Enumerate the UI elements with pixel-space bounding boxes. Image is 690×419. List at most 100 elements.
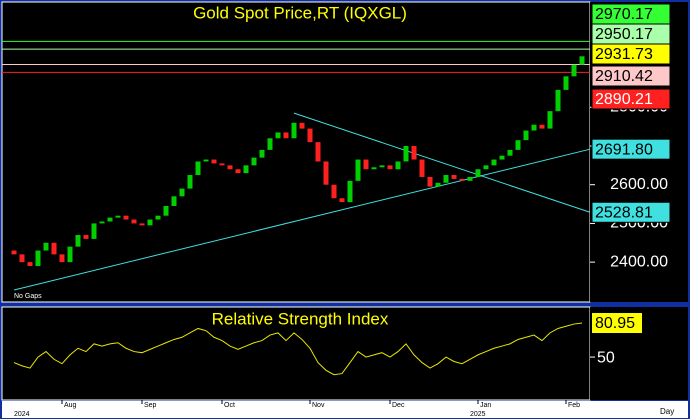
value-box <box>591 201 671 223</box>
candle <box>163 206 169 216</box>
candle <box>147 219 153 226</box>
candle <box>67 246 73 263</box>
x-tick-label: Sep <box>144 402 157 409</box>
y-tick-label: 2600.00 <box>610 176 668 193</box>
year-label: 2025 <box>470 411 486 418</box>
x-tick-label: Nov <box>312 402 325 409</box>
candle <box>35 250 41 266</box>
value-box-label: 80.95 <box>595 315 635 332</box>
y-tick-label: 2400.00 <box>610 253 668 270</box>
price-panel <box>1 1 591 303</box>
candle <box>179 188 185 197</box>
x-tick-label: Oct <box>224 402 235 409</box>
value-box <box>592 313 642 334</box>
candle <box>299 122 305 129</box>
period-label: Day <box>660 407 674 416</box>
candle <box>523 130 529 141</box>
candle <box>547 111 553 129</box>
value-box <box>591 43 671 65</box>
candle <box>203 159 209 162</box>
candle <box>531 124 537 131</box>
rsi-title: Relative Strength Index <box>212 309 389 328</box>
candle <box>355 159 361 181</box>
candle <box>123 215 129 220</box>
candle <box>107 217 113 222</box>
candle <box>139 223 145 226</box>
candle <box>131 219 137 224</box>
candle <box>51 242 57 255</box>
candle <box>267 138 273 150</box>
candle <box>347 180 353 203</box>
candle <box>451 175 457 179</box>
candle <box>443 175 449 183</box>
candle <box>243 165 249 174</box>
candle <box>91 223 97 239</box>
value-box-label: 2970.17 <box>595 6 653 23</box>
candle <box>323 161 329 185</box>
candle <box>539 124 545 129</box>
value-box <box>591 138 671 160</box>
candle <box>563 76 569 90</box>
candle <box>339 198 345 203</box>
candle <box>155 215 161 220</box>
candle <box>235 169 241 174</box>
candle <box>19 254 25 263</box>
value-box-label: 2931.73 <box>595 46 653 63</box>
rsi-panel <box>1 306 591 401</box>
candle <box>11 250 17 255</box>
candle <box>571 64 577 77</box>
value-box-label: 2691.80 <box>595 141 653 158</box>
candle <box>403 146 409 162</box>
candle <box>387 165 393 170</box>
candle <box>259 149 265 158</box>
x-tick-label: Dec <box>392 402 405 409</box>
candle <box>187 175 193 189</box>
candle <box>83 235 89 239</box>
candle <box>427 176 433 187</box>
rsi-line <box>13 322 583 376</box>
candle <box>395 161 401 170</box>
candle <box>275 132 281 139</box>
candle <box>371 167 377 170</box>
candle <box>483 165 489 170</box>
chart-title: Gold Spot Price,RT (IQXGL) <box>193 3 407 22</box>
candle <box>283 132 289 139</box>
candle <box>291 122 297 139</box>
candle <box>115 215 121 218</box>
candle <box>211 159 217 164</box>
candle <box>379 165 385 168</box>
candle <box>75 235 81 247</box>
trend-line <box>13 148 591 291</box>
value-box-label: 2890.21 <box>595 91 653 108</box>
candle <box>579 56 585 65</box>
value-box-label: 2528.81 <box>595 204 653 221</box>
candle <box>411 146 417 160</box>
candle <box>227 165 233 170</box>
candle <box>363 159 369 170</box>
x-tick-label: Feb <box>568 402 580 409</box>
x-tick-label: Aug <box>64 402 77 409</box>
candle <box>507 149 513 156</box>
candle <box>59 254 65 263</box>
gap-note: No Gaps <box>14 293 42 300</box>
candle <box>499 155 505 160</box>
x-tick-label: Jan <box>480 402 491 409</box>
candle <box>435 182 441 187</box>
candle <box>491 159 497 166</box>
value-box-label: 2910.42 <box>595 68 653 85</box>
candle <box>27 262 33 266</box>
trend-line <box>293 112 591 213</box>
candle <box>43 242 49 251</box>
candle <box>195 161 201 176</box>
year-label: 2024 <box>14 411 30 418</box>
candle <box>307 128 313 143</box>
date-axis-area <box>2 401 688 418</box>
candle <box>555 89 561 112</box>
value-box <box>591 88 671 110</box>
candle <box>467 176 473 181</box>
candle <box>171 196 177 206</box>
candle <box>99 221 105 224</box>
candle <box>475 169 481 177</box>
candle <box>219 163 225 166</box>
